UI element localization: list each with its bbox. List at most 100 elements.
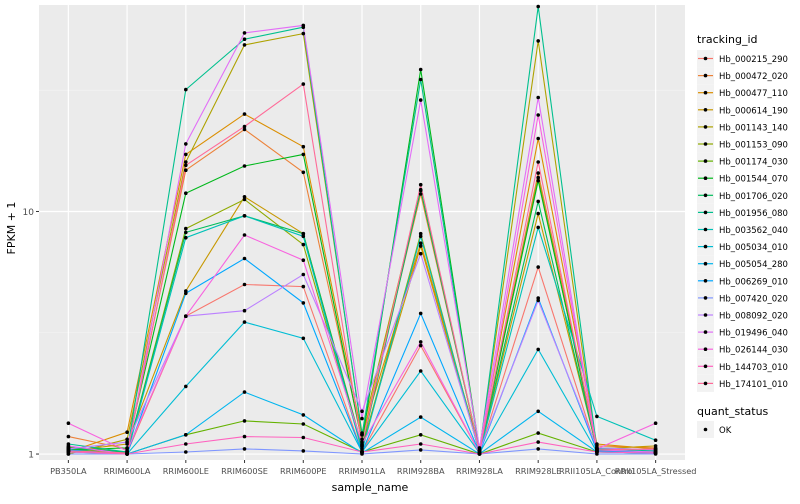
legend-key-point	[703, 244, 708, 249]
legend-label: Hb_000614_190	[719, 106, 788, 116]
legend-key-point	[703, 90, 708, 95]
data-point	[418, 192, 423, 196]
legend-label: Hb_001153_090	[719, 141, 788, 151]
legend-key-point	[703, 296, 708, 300]
x-tick-label: RRIM901LA	[339, 466, 386, 476]
legend-key-point	[703, 381, 708, 386]
data-point	[536, 95, 540, 100]
legend-label: Hb_006269_010	[719, 277, 788, 287]
data-point	[301, 435, 306, 440]
legend-label: Hb_005034_010	[719, 243, 788, 253]
shape-legend-title: quant_status	[697, 405, 769, 418]
data-point	[418, 98, 423, 102]
data-point	[242, 124, 247, 129]
legend-key-point	[703, 73, 708, 78]
legend-key-point	[703, 261, 708, 266]
data-point	[360, 437, 364, 442]
legend-label: Hb_000215_290	[719, 55, 788, 65]
legend-label: Hb_019496_040	[719, 329, 788, 339]
x-axis-label: sample_name	[332, 481, 409, 494]
legend-label: Hb_008092_020	[719, 312, 788, 322]
data-point	[418, 244, 423, 248]
legend-label: Hb_003562_040	[719, 226, 788, 236]
data-point	[536, 113, 540, 117]
data-point	[301, 234, 306, 239]
data-point	[125, 430, 129, 435]
data-point	[595, 414, 599, 419]
data-point	[242, 233, 247, 237]
x-tick-label: PB350LA	[50, 466, 87, 476]
data-point	[184, 152, 188, 157]
shape-legend-entries: OK	[697, 421, 732, 438]
legend-label: Hb_174101_010	[719, 380, 788, 390]
data-point	[418, 433, 423, 437]
data-point	[125, 451, 129, 455]
data-point	[653, 438, 658, 443]
data-point	[184, 163, 188, 168]
legend-label: Hb_001544_070	[719, 175, 788, 185]
data-point	[184, 230, 188, 235]
data-point	[536, 136, 540, 141]
data-point	[184, 442, 188, 446]
points-layer	[66, 4, 658, 456]
data-point	[418, 77, 423, 82]
data-point	[242, 447, 247, 451]
data-point	[536, 265, 540, 269]
shape-legend-label: OK	[719, 426, 732, 436]
data-point	[242, 419, 247, 423]
legend-key-point	[703, 313, 708, 317]
legend-key-point	[703, 142, 708, 146]
data-point	[301, 272, 306, 277]
data-point	[536, 409, 540, 414]
legend-label: Hb_000477_110	[719, 89, 788, 99]
data-point	[360, 409, 364, 414]
shape-legend-key-point	[703, 427, 708, 432]
data-point	[536, 39, 540, 43]
data-point	[301, 82, 306, 86]
data-point	[653, 447, 658, 451]
data-point	[184, 168, 188, 172]
x-tick-label: RRIM600LE	[163, 466, 209, 476]
data-point	[184, 142, 188, 146]
data-point	[301, 31, 306, 36]
data-point	[242, 112, 247, 116]
data-point	[184, 433, 188, 437]
data-point	[360, 433, 364, 437]
data-point	[242, 195, 247, 199]
legend-key-point	[703, 279, 708, 283]
data-point	[242, 31, 247, 35]
data-point	[418, 369, 423, 373]
data-point	[301, 336, 306, 341]
x-tick-label: RRII105LA_Control	[559, 466, 635, 476]
legend-key-point	[703, 210, 708, 215]
data-point	[125, 440, 129, 444]
data-point	[242, 282, 247, 287]
data-point	[418, 231, 423, 236]
data-point	[360, 416, 364, 421]
data-point	[477, 450, 482, 454]
data-point	[536, 4, 540, 9]
legend-key-point	[703, 330, 708, 334]
data-point	[595, 442, 599, 446]
data-point	[242, 43, 247, 47]
legend-key-point	[703, 227, 708, 232]
data-point	[653, 444, 658, 448]
data-point	[536, 225, 540, 230]
data-point	[125, 446, 129, 450]
data-point	[301, 231, 306, 236]
x-tick-label: RRIM928BA	[397, 466, 445, 476]
data-point	[301, 449, 306, 453]
x-tick-label: RRIM600PE	[280, 466, 327, 476]
data-point	[360, 450, 364, 454]
legend-label: Hb_144703_010	[719, 363, 788, 373]
legend: tracking_id Hb_000215_290Hb_000472_020Hb…	[697, 33, 788, 438]
data-point	[536, 178, 540, 183]
data-point	[242, 197, 247, 202]
data-point	[477, 446, 482, 450]
data-point	[536, 199, 540, 204]
data-point	[653, 451, 658, 455]
legend-key-point	[703, 125, 708, 129]
data-point	[418, 311, 423, 316]
